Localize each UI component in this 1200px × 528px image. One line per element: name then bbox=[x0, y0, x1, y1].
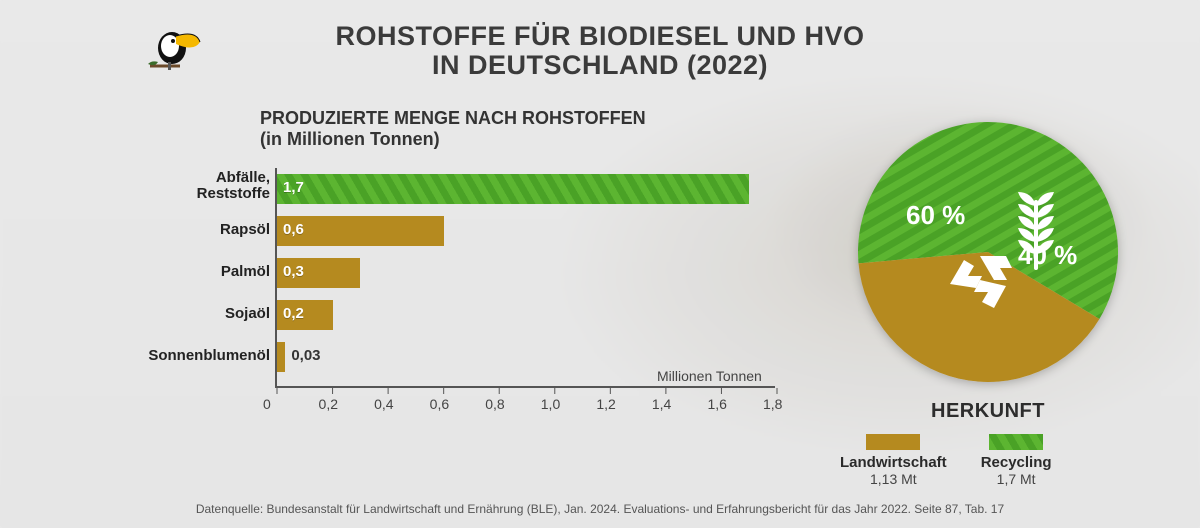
legend-swatch bbox=[866, 434, 920, 450]
x-axis-title: Millionen Tonnen bbox=[657, 368, 762, 384]
legend-subtext: 1,13 Mt bbox=[840, 471, 947, 487]
bar-value-label: 0,2 bbox=[283, 305, 304, 322]
subtitle-line-2: (in Millionen Tonnen) bbox=[260, 129, 646, 150]
bar-value-label: 0,6 bbox=[283, 221, 304, 238]
title-line-1: ROHSTOFFE FÜR BIODIESEL UND HVO bbox=[0, 22, 1200, 51]
title-line-2: IN DEUTSCHLAND (2022) bbox=[0, 51, 1200, 80]
bar-category-label: Abfälle,Reststoffe bbox=[120, 170, 270, 202]
pie-label-agri: 40 % bbox=[1018, 240, 1077, 271]
legend-item: Landwirtschaft1,13 Mt bbox=[840, 434, 947, 487]
bar-chart-plot: 1,7 0,6 0,3 0,2 0,03 Millionen Tonnen bbox=[275, 168, 775, 388]
legend-name: Landwirtschaft bbox=[840, 454, 947, 471]
pie-svg bbox=[858, 122, 1118, 382]
bar-value-label: 1,7 bbox=[283, 179, 304, 196]
pie-label-recycling: 60 % bbox=[906, 200, 965, 231]
x-tick-label: 1,8 bbox=[763, 396, 782, 412]
herkunft-title: HERKUNFT bbox=[858, 400, 1118, 423]
x-tick-label: 1,4 bbox=[652, 396, 671, 412]
pie-legend: Landwirtschaft1,13 Mt Recycling1,7 Mt bbox=[840, 434, 1140, 487]
source-text: Datenquelle: Bundesanstalt für Landwirts… bbox=[0, 502, 1200, 516]
x-tick-label: 0,8 bbox=[485, 396, 504, 412]
bar-chart-title: PRODUZIERTE MENGE NACH ROHSTOFFEN (in Mi… bbox=[260, 108, 646, 149]
bar-value-label: 0,03 bbox=[291, 347, 320, 364]
legend-item: Recycling1,7 Mt bbox=[981, 434, 1052, 487]
x-tick-label: 0,2 bbox=[319, 396, 338, 412]
bar-value-label: 0,3 bbox=[283, 263, 304, 280]
x-tick-label: 1,0 bbox=[541, 396, 560, 412]
bar bbox=[277, 342, 285, 372]
pie-chart: 60 % 40 % bbox=[858, 122, 1118, 382]
x-tick-label: 1,6 bbox=[707, 396, 726, 412]
legend-subtext: 1,7 Mt bbox=[981, 471, 1052, 487]
legend-name: Recycling bbox=[981, 454, 1052, 471]
page-title: ROHSTOFFE FÜR BIODIESEL UND HVO IN DEUTS… bbox=[0, 22, 1200, 80]
x-tick-label: 0,6 bbox=[430, 396, 449, 412]
legend-swatch bbox=[989, 434, 1043, 450]
bar-category-label: Rapsöl bbox=[120, 222, 270, 238]
bar-category-label: Sojaöl bbox=[120, 306, 270, 322]
x-tick-label: 0,4 bbox=[374, 396, 393, 412]
x-tick-label: 1,2 bbox=[596, 396, 615, 412]
bar-category-label: Palmöl bbox=[120, 264, 270, 280]
bar-category-label: Sonnenblumenöl bbox=[120, 348, 270, 364]
x-tick-label: 0 bbox=[263, 396, 271, 412]
bar-chart: 1,7 0,6 0,3 0,2 0,03 Millionen Tonnen Abfäll… bbox=[120, 168, 800, 438]
bar bbox=[277, 174, 749, 204]
subtitle-line-1: PRODUZIERTE MENGE NACH ROHSTOFFEN bbox=[260, 108, 646, 129]
